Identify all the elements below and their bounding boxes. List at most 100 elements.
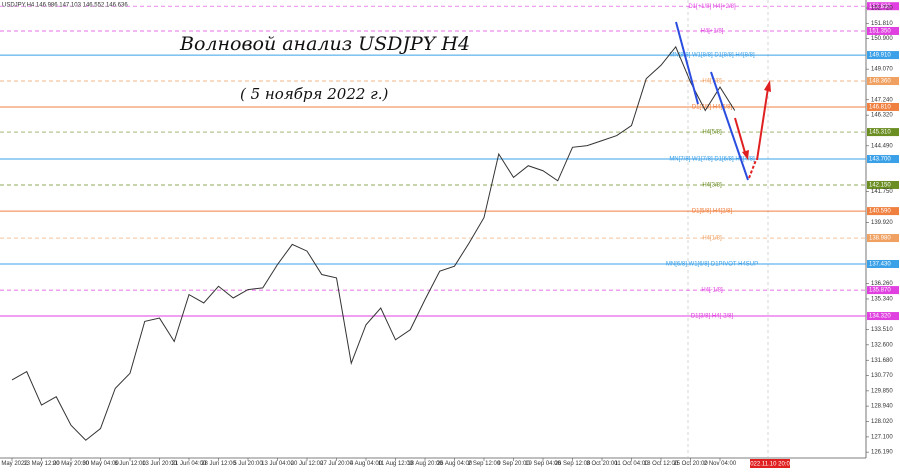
header: USDJPY,H4 146.986 147.103 146.552 146.63…: [2, 3, 128, 9]
level-price-box: [867, 26, 899, 35]
level-price-box: [867, 180, 899, 189]
y-tick-label: 132.600: [871, 342, 893, 348]
level-price-box: [867, 259, 899, 268]
y-tick-label: 149.070: [871, 67, 893, 73]
forecast-arrow: [748, 159, 757, 179]
chart-subtitle: ( 5 ноября 2022 г.): [240, 85, 389, 103]
arrow-head: [764, 80, 771, 92]
x-tick-label: 21 Jun 04:00: [172, 461, 207, 467]
level-price-box: [867, 207, 899, 216]
level-text: MN[8/8] W1[8/8] D1[8/8] H4[8/8]: [669, 53, 755, 59]
level-text: H4[7/8]: [702, 79, 722, 85]
level-price: 146.810: [869, 105, 891, 111]
y-tick-label: 133.510: [871, 327, 893, 333]
x-tick-label: 9 Sep 20:00: [497, 461, 530, 467]
x-tick-label: 27 Jul 20:00: [320, 461, 353, 467]
y-tick-label: 130.770: [871, 373, 893, 379]
level-text: H4[3/8]: [702, 183, 722, 189]
y-tick-label: 152.720: [871, 6, 893, 12]
cursor-time-box: [750, 459, 790, 468]
x-tick-label: 25 Oct 20:00: [673, 461, 708, 467]
x-tick-label: 5 Jul 20:00: [233, 461, 263, 467]
x-tick-label: 13 Jul 04:00: [261, 461, 294, 467]
x-tick-label: 3 Oct 20:00: [586, 461, 618, 467]
x-tick-label: 6 Jun 12:00: [114, 461, 146, 467]
x-tick-label: 11 Oct 04:00: [615, 461, 650, 467]
y-tick-label: 127.100: [871, 434, 893, 440]
x-tick-label: 30 May 04:00: [82, 461, 119, 467]
level-price-box: [867, 2, 899, 11]
level-price-box: [867, 155, 899, 164]
level-price-box: [867, 286, 899, 295]
x-tick-label: 28 Jun 12:00: [201, 461, 236, 467]
y-tick-label: 144.490: [871, 143, 893, 149]
level-text: D1[5/8] H4[2/8]: [692, 209, 733, 215]
level-price: 140.590: [869, 209, 891, 215]
plot: 126.190 127.100 128.020 128.940 129.850 130.7…: [0, 6, 893, 467]
level-text: D1[3/8] H4[-2/8]: [691, 314, 734, 320]
level-text: H4[+1/8]: [701, 29, 724, 35]
level-text: MN[7/8] W1[7/8] D1[6/8] H4[4/8]: [669, 157, 755, 163]
y-tick-label: 150.900: [871, 36, 893, 42]
level-price-box: [867, 128, 899, 137]
wave-line: [710, 71, 749, 181]
level-price: 142.150: [869, 183, 891, 189]
level-price: 143.700: [869, 157, 891, 163]
level-price-box: [867, 312, 899, 321]
y-tick-label: 129.850: [871, 388, 893, 394]
x-tick-label: 4 Aug 04:00: [350, 461, 383, 467]
level-price: 149.910: [869, 53, 891, 59]
x-tick-label: 13 Jun 20:00: [142, 461, 177, 467]
x-tick-label: 20 May 20:00: [53, 461, 90, 467]
x-tick-label: 11 Aug 12:00: [378, 461, 414, 467]
y-tick-label: 151.810: [871, 21, 893, 27]
level-price-box: [867, 77, 899, 86]
level-text: MN[6/8] W1[6/8] D1PIVOT H4SUP: [666, 262, 758, 268]
level-text: D1[7/8] H4[6/8]: [692, 105, 733, 111]
level-price: 137.430: [869, 262, 891, 268]
x-tick-label: 2 Sep 12:00: [468, 461, 501, 467]
forecast-arrow: [756, 87, 769, 161]
level-price: 134.320: [869, 314, 891, 320]
x-tick-label: 6 May 2022: [0, 461, 28, 467]
x-tick-label: 26 Aug 04:00: [437, 461, 473, 467]
y-tick-label: 141.750: [871, 189, 893, 195]
level-text: H4[1/8]: [702, 236, 722, 242]
x-tick-label: 13 May 12:00: [23, 461, 60, 467]
y-tick-label: 139.920: [871, 220, 893, 226]
level-price: 148.360: [869, 79, 891, 85]
level-price: 145.310: [869, 130, 891, 136]
x-tick-label: 2 Nov 04:00: [704, 461, 737, 467]
y-tick-label: 135.340: [871, 297, 893, 303]
level-price: 152.830: [869, 4, 891, 10]
y-tick-label: 128.940: [871, 404, 893, 410]
level-text: H4[-1/8]: [701, 288, 723, 294]
y-tick-label: 126.190: [871, 450, 893, 456]
y-tick-label: 131.680: [871, 358, 893, 364]
levels: D1[+1/8] H4[+2/8] 152.830 H4[+1/8] 151.350 M…: [0, 2, 899, 321]
x-tick-label: 18 Aug 20:00: [407, 461, 443, 467]
forecast-arrow: [734, 117, 747, 157]
y-tick-label: 147.240: [871, 97, 893, 103]
y-tick-label: 146.320: [871, 113, 893, 119]
level-price: 138.980: [869, 236, 891, 242]
price-line: [11, 45, 736, 441]
x-tick-label: 18 Oct 12:00: [644, 461, 679, 467]
level-price-box: [867, 102, 899, 111]
level-price-box: [867, 51, 899, 60]
x-tick-label: 20 Jul 12:00: [291, 461, 324, 467]
wave-drawing: [675, 21, 771, 181]
x-tick-label: 19 Sep 04:00: [525, 461, 561, 467]
y-tick-label: 136.260: [871, 281, 893, 287]
level-price: 151.350: [869, 29, 891, 35]
chart-title: Волновой анализ USDJPY H4: [179, 33, 470, 55]
level-price: 135.870: [869, 288, 891, 294]
wave-line: [675, 21, 699, 105]
cursor-time: 2022.11.10 20:00: [747, 462, 794, 468]
level-text: H4[5/8]: [702, 130, 722, 136]
x-tick-label: 26 Sep 12:00: [555, 461, 591, 467]
y-tick-label: 128.020: [871, 419, 893, 425]
level-price-box: [867, 234, 899, 243]
